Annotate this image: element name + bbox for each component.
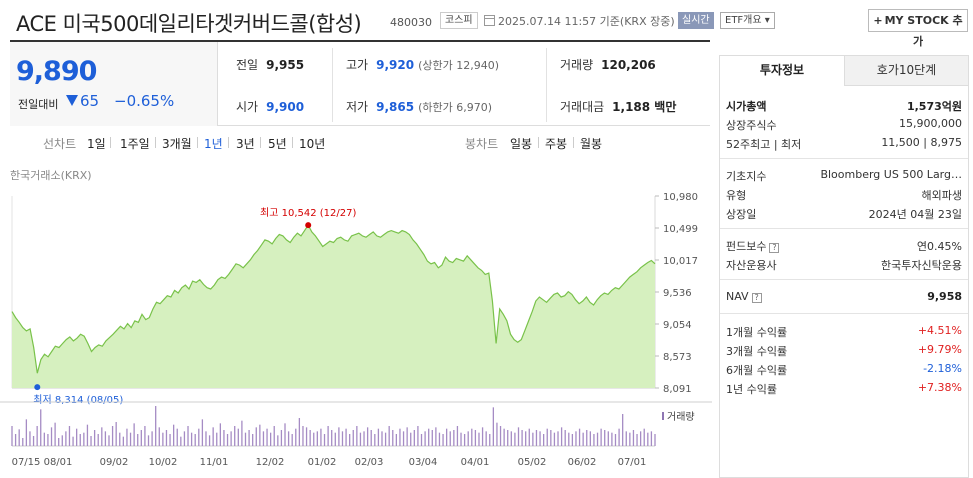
y-tick-label: 9,054 bbox=[663, 320, 692, 331]
change-label: 전일대비 bbox=[18, 98, 59, 111]
divider bbox=[110, 137, 111, 148]
period-5y[interactable]: 5년 bbox=[268, 137, 287, 151]
nav-row: NAV? 9,958 bbox=[726, 290, 962, 303]
divider bbox=[292, 137, 293, 148]
fee-row: 펀드보수? 연0.45% bbox=[726, 240, 962, 253]
y-tick-label: 10,980 bbox=[663, 192, 698, 203]
help-icon[interactable]: ? bbox=[751, 293, 762, 303]
x-tick-label: 02/03 bbox=[355, 457, 384, 468]
candle-monthly[interactable]: 월봉 bbox=[580, 137, 603, 151]
period-1y[interactable]: 1년 bbox=[204, 137, 223, 151]
x-tick-label: 03/04 bbox=[409, 457, 438, 468]
add-my-stock-button[interactable]: + MY STOCK 추가 bbox=[868, 9, 968, 48]
divider bbox=[155, 137, 156, 148]
timestamp: 2025.07.14 11:57 기준(KRX 장중) bbox=[498, 15, 675, 28]
x-tick-label: 08/01 bbox=[44, 457, 73, 468]
volume-legend-label: 거래량 bbox=[667, 411, 695, 423]
x-tick-label: 07/01 bbox=[618, 457, 647, 468]
market-badge: 코스피 bbox=[440, 12, 478, 29]
divider bbox=[260, 137, 261, 148]
candle-weekly[interactable]: 주봉 bbox=[545, 137, 568, 151]
realtime-badge[interactable]: 실시간 bbox=[678, 12, 714, 29]
stock-code: 480030 bbox=[390, 16, 432, 29]
volume: 거래량 120,206 bbox=[560, 58, 656, 72]
side-tabs: 투자정보 호가10단계 bbox=[720, 56, 968, 86]
divider bbox=[332, 48, 333, 122]
y-tick-label: 8,091 bbox=[663, 384, 692, 395]
period-3m[interactable]: 3개월 bbox=[162, 137, 192, 151]
side-panel: 투자정보 호가10단계 시가총액 1,573억원 상장주식수 15,900,000 … bbox=[719, 55, 969, 478]
high-annotation: 최고 10,542 (12/27) bbox=[260, 207, 356, 219]
price-summary: 9,890 전일대비 65 −0.65% 전일 9,955 시가 9,900 고가 9… bbox=[10, 40, 710, 126]
return-6m-row: 6개월 수익률 -2.18% bbox=[726, 362, 962, 377]
price-line bbox=[11, 223, 656, 374]
x-tick-label: 10/02 bbox=[149, 457, 178, 468]
change-percent: −0.65% bbox=[114, 92, 175, 110]
divider bbox=[573, 137, 574, 148]
x-tick-label: 06/02 bbox=[568, 457, 597, 468]
x-tick-label: 12/02 bbox=[256, 457, 285, 468]
chart-source: 한국거래소(KRX) bbox=[10, 169, 92, 182]
open-price: 시가 9,900 bbox=[236, 100, 305, 114]
period-selector: 선차트 1일 1주일 3개월 1년 3년 5년 10년 봉차트 일봉 주봉 월봉 bbox=[10, 126, 710, 158]
x-tick-label: 05/02 bbox=[518, 457, 547, 468]
header: ACE 미국500데일리타겟커버드콜(합성) 480030 코스피 2025.0… bbox=[0, 0, 973, 48]
price-chart[interactable]: 10,980 10,499 10,017 9,536 9,054 8,573 8,091 최고… bbox=[0, 180, 712, 478]
divider bbox=[546, 48, 547, 122]
low-annotation: 최저 8,314 (08/05) bbox=[33, 394, 123, 406]
etf-overview-dropdown[interactable]: ETF개요 ▾ bbox=[720, 12, 775, 29]
x-tick-label: 11/01 bbox=[200, 457, 229, 468]
tab-order-book[interactable]: 호가10단계 bbox=[844, 56, 968, 86]
low-price: 저가 9,865 (하한가 6,970) bbox=[346, 100, 492, 114]
y-tick-label: 8,573 bbox=[663, 352, 692, 363]
trade-amount: 거래대금 1,188 백만 bbox=[560, 100, 677, 114]
type-row: 유형 해외파생 bbox=[726, 189, 962, 202]
listed-row: 상장일 2024년 04월 23일 bbox=[726, 208, 962, 221]
add-my-stock-label: MY STOCK 추가 bbox=[884, 14, 963, 48]
down-arrow-icon bbox=[66, 95, 78, 106]
divider bbox=[538, 137, 539, 148]
period-10y[interactable]: 10년 bbox=[299, 137, 326, 151]
index-row: 기초지수 Bloomberg US 500 Larg… bbox=[726, 168, 962, 183]
page-title: ACE 미국500데일리타겟커버드콜(합성) bbox=[16, 12, 362, 36]
period-1d[interactable]: 1일 bbox=[87, 137, 106, 151]
change-value: 65 bbox=[80, 92, 100, 110]
prev-close: 전일 9,955 bbox=[236, 58, 305, 72]
divider bbox=[228, 137, 229, 148]
y-tick-label: 10,017 bbox=[663, 256, 698, 267]
divider bbox=[720, 279, 968, 280]
help-icon[interactable]: ? bbox=[769, 243, 780, 253]
period-3y[interactable]: 3년 bbox=[236, 137, 255, 151]
divider bbox=[720, 228, 968, 229]
candle-chart-label: 봉차트 bbox=[465, 137, 499, 151]
x-tick-label: 09/02 bbox=[100, 457, 129, 468]
line-chart-label: 선차트 bbox=[43, 137, 77, 151]
divider bbox=[720, 313, 968, 314]
divider bbox=[720, 158, 968, 159]
y-tick-label: 10,499 bbox=[663, 224, 698, 235]
plus-icon: + bbox=[873, 14, 883, 27]
week52-row: 52주최고 | 최저 11,500 | 8,975 bbox=[726, 136, 962, 151]
x-tick-label: 07/15 bbox=[12, 457, 41, 468]
manager-row: 자산운용사 한국투자신탁운용 bbox=[726, 259, 962, 272]
x-tick-label: 04/01 bbox=[461, 457, 490, 468]
return-1m-row: 1개월 수익률 +4.51% bbox=[726, 324, 962, 339]
x-tick-label: 01/02 bbox=[308, 457, 337, 468]
return-3m-row: 3개월 수익률 +9.79% bbox=[726, 343, 962, 358]
y-tick-label: 9,536 bbox=[663, 288, 692, 299]
market-cap-row: 시가총액 1,573억원 bbox=[726, 100, 962, 113]
divider bbox=[197, 137, 198, 148]
high-price: 고가 9,920 (상한가 12,940) bbox=[346, 58, 499, 72]
high-marker bbox=[305, 222, 312, 229]
current-price-panel: 9,890 전일대비 65 −0.65% bbox=[10, 42, 218, 126]
price-area bbox=[12, 225, 655, 388]
low-marker bbox=[34, 384, 41, 391]
tab-invest-info[interactable]: 투자정보 bbox=[720, 56, 844, 86]
current-price: 9,890 bbox=[16, 56, 97, 87]
candle-daily[interactable]: 일봉 bbox=[510, 137, 533, 151]
shares-row: 상장주식수 15,900,000 bbox=[726, 117, 962, 132]
calendar-icon bbox=[484, 15, 495, 26]
period-1w[interactable]: 1주일 bbox=[120, 137, 150, 151]
return-1y-row: 1년 수익률 +7.38% bbox=[726, 381, 962, 396]
